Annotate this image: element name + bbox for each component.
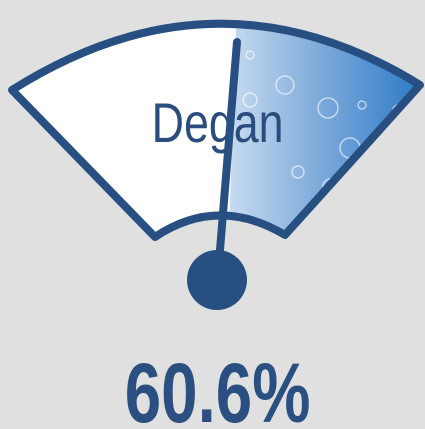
logo-text: Degan (152, 91, 284, 154)
logo: Degan 60.6% (0, 0, 425, 429)
percentage: 60.6% (125, 346, 311, 429)
wiper-pivot (187, 250, 247, 310)
page: Degan 60.6% (() => { const data = JSON.p… (0, 0, 425, 429)
